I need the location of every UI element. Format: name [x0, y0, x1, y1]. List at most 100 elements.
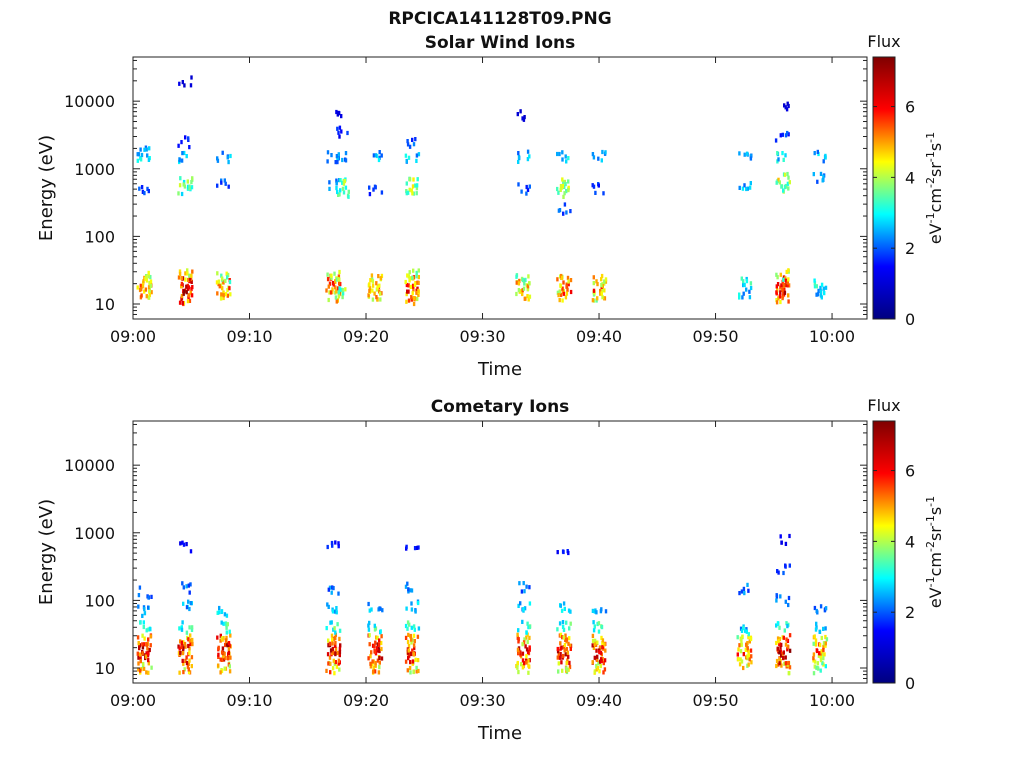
- heatmap-cell: [227, 656, 230, 661]
- heatmap-cell: [186, 179, 189, 184]
- heatmap-cell: [779, 594, 782, 599]
- heatmap-cell: [191, 269, 194, 274]
- heatmap-cell: [824, 626, 827, 631]
- heatmap-cell: [785, 269, 788, 274]
- heatmap-cell: [813, 634, 816, 639]
- heatmap-cell: [749, 636, 753, 642]
- heatmap-cell: [742, 652, 745, 657]
- heatmap-cell: [215, 280, 219, 285]
- heatmap-cell: [779, 649, 782, 654]
- heatmap-cell: [600, 625, 604, 630]
- heatmap-cell: [521, 277, 525, 282]
- heatmap-cell: [412, 283, 415, 288]
- heatmap-cell: [141, 642, 144, 647]
- heatmap-cell: [190, 279, 193, 284]
- heatmap-cell: [404, 659, 408, 664]
- heatmap-cell: [775, 658, 779, 664]
- heatmap-cell: [517, 182, 520, 187]
- heatmap-cell: [813, 151, 816, 156]
- heatmap-cell: [407, 648, 410, 653]
- heatmap-cell: [368, 608, 371, 613]
- heatmap-cell: [787, 132, 790, 137]
- heatmap-cell: [527, 625, 530, 630]
- heatmap-cell: [784, 599, 787, 604]
- heatmap-cell: [147, 595, 150, 600]
- y-tick-label: 10: [95, 659, 115, 678]
- colorbar-unit-label: eV-1cm-2sr-1s-1: [924, 132, 945, 244]
- heatmap-cell: [416, 286, 419, 291]
- heatmap-cell: [327, 276, 330, 282]
- heatmap-cell: [222, 293, 225, 298]
- heatmap-cell: [814, 642, 818, 647]
- heatmap-cell: [344, 287, 347, 292]
- heatmap-cell: [747, 632, 750, 637]
- heatmap-cell: [745, 151, 749, 156]
- heatmap-cell: [178, 670, 181, 675]
- heatmap-cell: [139, 147, 142, 152]
- heatmap-cell: [188, 184, 191, 189]
- heatmap-cell: [822, 174, 825, 179]
- heatmap-cell: [181, 620, 184, 625]
- heatmap-cell: [778, 656, 781, 662]
- heatmap-cell: [595, 663, 598, 669]
- heatmap-cell: [595, 279, 598, 284]
- heatmap-cell: [812, 656, 815, 661]
- heatmap-cell: [327, 297, 330, 303]
- heatmap-cell: [816, 179, 819, 184]
- heatmap-cell: [556, 627, 559, 632]
- heatmap-cell: [380, 291, 383, 296]
- heatmap-cell: [788, 648, 792, 653]
- heatmap-cell: [561, 298, 564, 303]
- heatmap-cell: [179, 651, 182, 656]
- heatmap-cell: [417, 668, 420, 674]
- heatmap-cell: [136, 635, 140, 640]
- heatmap-cell: [373, 627, 377, 632]
- heatmap-cell: [216, 610, 219, 615]
- heatmap-cell: [787, 283, 791, 288]
- heatmap-cell: [143, 289, 146, 294]
- heatmap-cell: [216, 635, 219, 640]
- heatmap-cell: [229, 153, 232, 159]
- heatmap-cell: [216, 291, 219, 296]
- heatmap-cell: [326, 602, 329, 607]
- heatmap-cell: [216, 158, 220, 163]
- heatmap-cell: [190, 273, 193, 278]
- heatmap-cell: [223, 666, 226, 671]
- heatmap-cell: [409, 588, 412, 593]
- heatmap-cell: [410, 640, 413, 645]
- heatmap-cell: [788, 563, 791, 568]
- heatmap-cell: [334, 652, 337, 657]
- heatmap-cell: [527, 274, 530, 279]
- heatmap-cell: [559, 187, 562, 192]
- heatmap-cell: [563, 606, 566, 611]
- heatmap-cell: [406, 668, 409, 673]
- heatmap-cell: [340, 114, 343, 119]
- heatmap-cell: [145, 628, 148, 633]
- heatmap-cell: [775, 298, 778, 303]
- heatmap-cell: [778, 641, 781, 647]
- heatmap-cell: [141, 189, 145, 194]
- heatmap-cell: [819, 604, 823, 609]
- heatmap-cell: [404, 623, 408, 629]
- heatmap-cell: [597, 661, 600, 666]
- heatmap-cell: [326, 272, 329, 277]
- heatmap-cell: [600, 273, 604, 279]
- heatmap-cell: [415, 665, 418, 670]
- heatmap-cell: [181, 658, 184, 663]
- heatmap-cell: [567, 654, 570, 659]
- heatmap-cell: [780, 653, 783, 658]
- heatmap-cell: [222, 295, 225, 301]
- heatmap-cell: [521, 288, 524, 293]
- heatmap-cell: [368, 642, 371, 647]
- heatmap-cell: [822, 656, 825, 661]
- heatmap-cell: [217, 610, 221, 615]
- heatmap-cell: [416, 600, 420, 606]
- heatmap-cell: [414, 609, 417, 614]
- heatmap-cell: [525, 654, 528, 659]
- heatmap-cell: [331, 666, 335, 671]
- heatmap-cell: [816, 661, 819, 666]
- heatmap-cell: [405, 181, 408, 186]
- heatmap-cell: [376, 635, 379, 640]
- heatmap-cell: [787, 277, 790, 282]
- heatmap-cell: [528, 624, 531, 630]
